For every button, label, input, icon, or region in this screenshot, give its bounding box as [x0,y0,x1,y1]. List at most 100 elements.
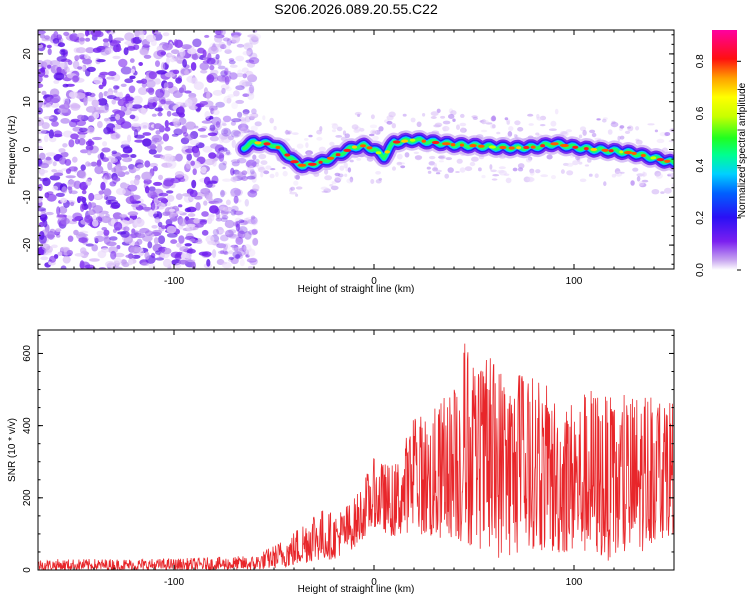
noise-blob [38,60,45,68]
colorbar-tick-label: 0.8 [695,54,706,68]
scatter-blob [611,173,617,178]
noise-blob [157,112,163,117]
noise-blob [211,116,222,126]
noise-blob [176,210,184,214]
noise-blob [38,75,43,84]
noise-blob [127,211,139,216]
noise-blob [174,253,183,261]
noise-blob [156,144,163,153]
noise-blob [56,56,67,62]
noise-blob [160,51,166,56]
scatter-blob [445,157,452,161]
noise-blob [156,92,164,97]
scatter-blob [632,167,639,172]
noise-blob [154,78,161,85]
noise-blob [231,118,242,123]
noise-blob [139,227,150,234]
noise-blob [145,34,156,43]
scatter-blob [324,169,329,175]
noise-blob [166,225,177,234]
noise-blob [74,138,80,145]
noise-blob [140,122,150,130]
noise-blob [246,175,256,180]
scatter-blob [269,168,276,171]
noise-blob [122,96,134,102]
noise-blob [251,228,258,235]
noise-blob [242,109,250,115]
noise-blob [209,135,219,142]
noise-blob [148,148,157,155]
noise-blob [93,112,100,119]
ridge-hotspot [469,144,477,148]
scatter-blob [342,130,347,136]
scatter-blob [498,166,506,170]
noise-blob [134,139,145,143]
noise-blob [48,129,55,139]
noise-blob [149,192,158,198]
noise-blob [235,72,244,78]
noise-blob [230,31,242,37]
noise-blob [235,55,245,62]
noise-blob [85,47,95,54]
noise-blob [227,135,234,141]
noise-blob [44,35,50,40]
scatter-blob [295,174,300,180]
scatter-blob [436,108,441,114]
noise-blob [79,37,86,42]
noise-blob [223,243,228,250]
scatter-blob [579,178,587,183]
scatter-blob [435,169,442,173]
noise-blob [153,31,162,35]
noise-blob [70,103,81,111]
scatter-blob [248,113,257,117]
noise-blob [237,189,243,197]
scatter-blob [490,123,496,129]
scatter-blob [331,123,338,126]
noise-blob [230,176,238,182]
scatter-blob [323,188,332,193]
scatter-blob [528,123,534,126]
noise-blob [208,200,219,204]
noise-blob [215,217,223,222]
noise-blob [62,83,69,88]
ridge-hotspot [375,151,382,155]
scatter-blob [339,165,345,171]
noise-blob [79,181,88,191]
scatter-blob [263,170,270,175]
noise-blob [135,30,146,35]
noise-blob [41,90,47,96]
scatter-blob [485,122,493,125]
noise-blob [230,167,235,176]
noise-blob [67,235,74,242]
colorbar-tick-label: 0.0 [695,263,706,277]
noise-blob [112,127,117,132]
noise-blob [39,33,46,39]
noise-blob [129,195,135,203]
scatter-blob [539,124,546,127]
y-tick-label: 200 [22,489,33,506]
ridge-hotspot [450,143,456,147]
noise-blob [61,186,68,194]
noise-blob [250,33,262,40]
ridge-hotspot [284,153,291,157]
noise-blob [84,215,93,223]
noise-blob [70,201,75,207]
noise-blob [223,129,229,135]
noise-blob [224,151,232,156]
noise-blob [204,111,211,119]
noise-blob [228,229,237,234]
scatter-blob [459,167,466,173]
noise-blob [186,223,194,232]
noise-blob [235,217,242,223]
noise-blob [42,177,51,187]
noise-blob [222,115,232,123]
noise-blob [215,152,225,159]
noise-blob [235,220,241,228]
noise-blob [235,85,245,91]
noise-blob [175,262,182,269]
ridge-hotspot [619,150,624,154]
x-tick-label: 100 [566,276,583,287]
noise-blob [56,206,61,216]
scatter-blob [505,177,512,184]
scatter-blob [241,170,248,176]
